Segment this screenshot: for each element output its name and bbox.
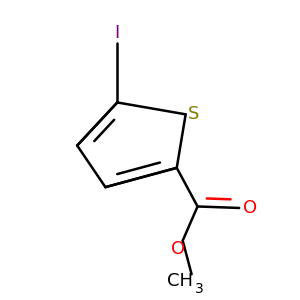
Text: S: S [188,105,200,123]
Text: I: I [115,24,120,42]
Text: O: O [171,240,185,258]
Text: O: O [243,199,257,217]
Text: CH: CH [167,272,193,290]
Text: 3: 3 [195,282,203,296]
